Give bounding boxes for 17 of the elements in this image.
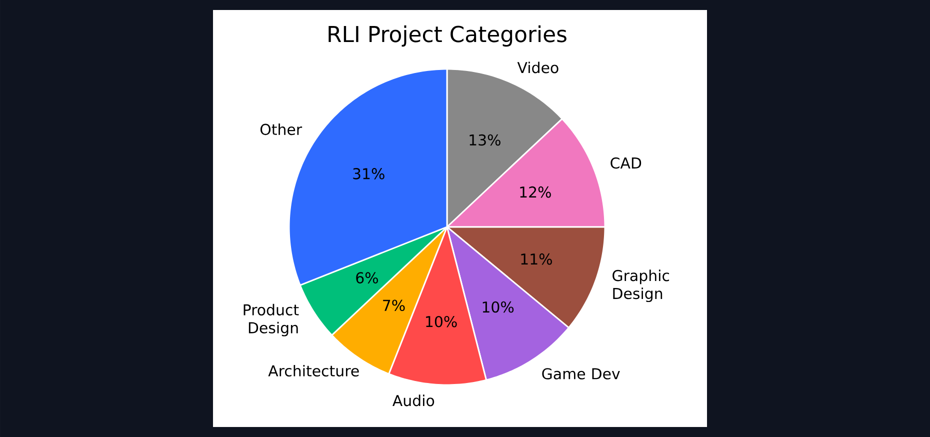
data-label: 12% <box>520 186 551 198</box>
data-label: 10% <box>482 301 514 313</box>
slice-label: Architecture <box>268 364 359 377</box>
slice-label: Game Dev <box>542 368 620 380</box>
data-label: 13% <box>470 134 500 146</box>
data-label: 31% <box>353 168 384 180</box>
slice-label: CAD <box>610 157 642 169</box>
data-label: 6% <box>356 272 378 284</box>
slice-label: Other <box>260 124 302 136</box>
slice-label: Audio <box>392 394 434 406</box>
data-label: 10% <box>426 316 457 328</box>
data-label: 7% <box>383 300 405 312</box>
chart-title: RLI Project Categories <box>328 25 566 47</box>
slice-label: Graphic Design <box>612 270 670 302</box>
data-label: 11% <box>521 253 552 265</box>
slice-label: Video <box>517 62 558 74</box>
slice-label: Product Design <box>244 304 299 336</box>
